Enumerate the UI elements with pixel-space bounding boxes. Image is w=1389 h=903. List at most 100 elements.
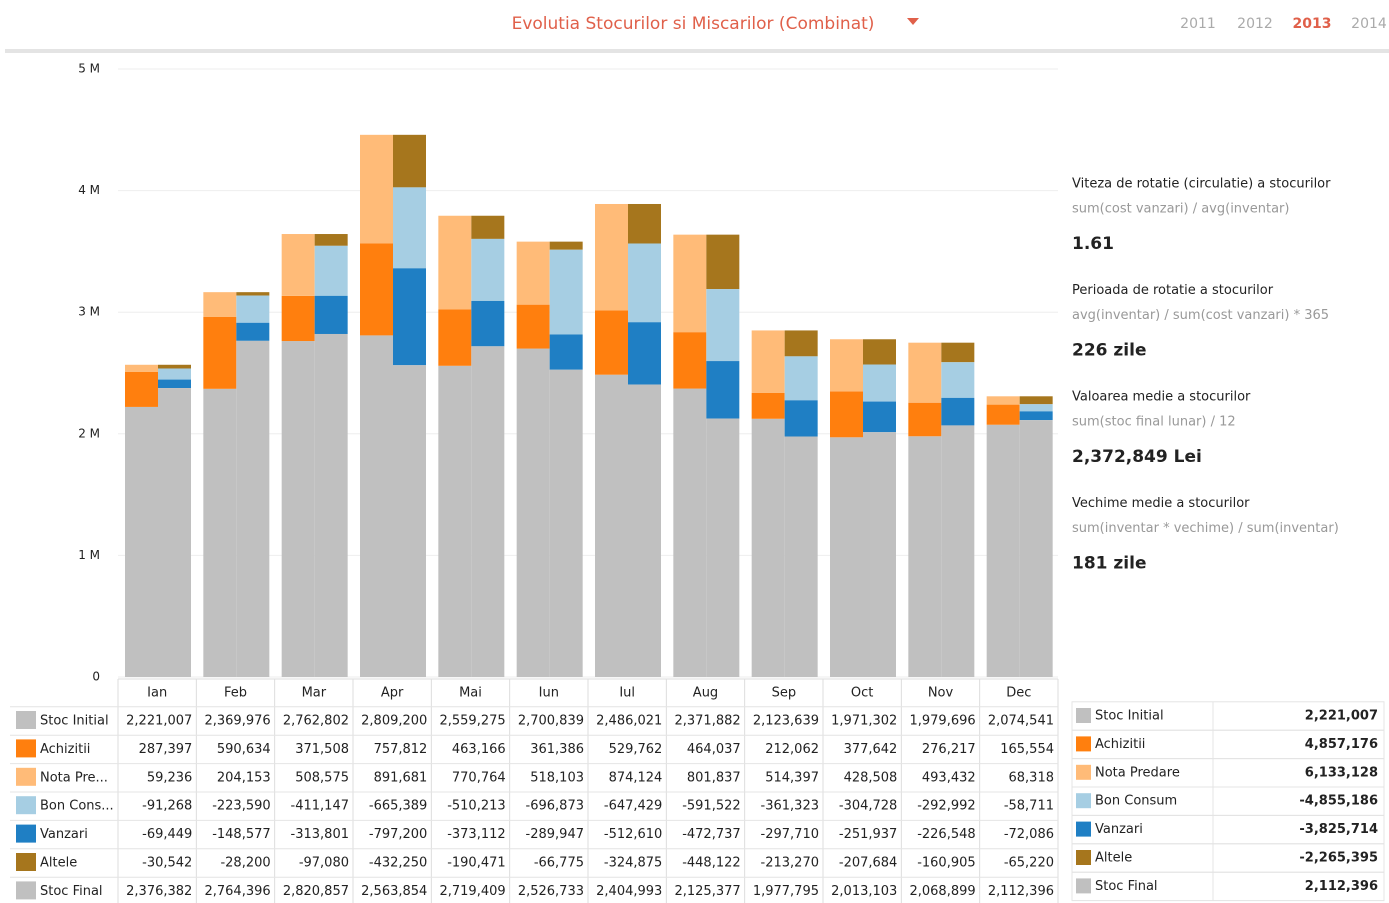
bar-segment [314, 245, 348, 296]
bar-segment [863, 339, 896, 365]
y-tick-label: 1 M [78, 548, 100, 562]
table-cell: -65,220 [1004, 856, 1054, 871]
table-cell: 2,074,541 [988, 714, 1054, 729]
summary-name: Altele [1095, 851, 1132, 866]
legend-swatch [1076, 878, 1091, 894]
legend-swatch [16, 853, 36, 871]
table-cell: -91,268 [142, 799, 192, 814]
year-option[interactable]: 2014 [1351, 16, 1387, 32]
kpi-title: Vechime medie a stocurilor [1072, 496, 1250, 511]
legend-swatch [16, 824, 36, 843]
table-cell: 2,559,275 [439, 714, 505, 729]
table-cell: 2,700,839 [518, 714, 584, 729]
bar-segment [236, 292, 270, 296]
row-label: Nota Pre... [40, 770, 108, 785]
table-cell: 2,820,857 [283, 884, 349, 899]
legend-swatch [16, 711, 36, 729]
table-cell: 2,125,377 [674, 884, 740, 899]
bar-segment [941, 342, 975, 363]
y-tick-label: 2 M [78, 426, 100, 440]
summary-value: -4,855,186 [1299, 794, 1378, 809]
table-cell: -72,086 [1004, 827, 1054, 842]
table-cell: -30,542 [142, 856, 192, 871]
legend-swatch [1076, 736, 1091, 752]
table-cell: 2,013,103 [831, 884, 897, 899]
bar-segment [863, 432, 896, 677]
y-tick-label: 4 M [78, 183, 100, 197]
bar-segment [1019, 420, 1053, 677]
kpi-value: 181 zile [1072, 554, 1146, 574]
table-cell: -160,905 [917, 856, 975, 871]
bar-segment [549, 241, 583, 250]
table-cell: -304,728 [839, 799, 897, 814]
table-cell: -66,775 [534, 856, 584, 871]
table-cell: 2,563,854 [361, 884, 427, 899]
bar-segment [471, 238, 505, 301]
bar-segment [830, 437, 863, 677]
table-cell: -207,684 [839, 856, 897, 871]
kpi-formula: sum(inventar * vechime) / sum(inventar) [1072, 521, 1339, 536]
x-tick-label: Dec [1006, 686, 1031, 701]
bar-segment [158, 388, 191, 677]
kpi-formula: sum(cost vanzari) / avg(inventar) [1072, 202, 1289, 217]
summary-value: 2,112,396 [1305, 879, 1378, 894]
bar-segment [125, 371, 158, 407]
table-cell: -373,112 [447, 827, 505, 842]
bar-segment [360, 243, 393, 336]
table-cell: 2,526,733 [518, 884, 584, 899]
table-cell: -797,200 [369, 827, 427, 842]
row-label: Achizitii [40, 742, 90, 757]
x-tick-label: Iul [619, 686, 635, 701]
table-cell: 371,508 [295, 742, 349, 757]
table-cell: 757,812 [374, 742, 428, 757]
year-option[interactable]: 2012 [1237, 16, 1273, 32]
kpi-title: Valoarea medie a stocurilor [1072, 390, 1251, 405]
table-cell: 518,103 [530, 770, 584, 785]
summary-name: Achizitii [1095, 737, 1145, 752]
year-option[interactable]: 2011 [1180, 16, 1216, 32]
table-cell: 428,508 [844, 770, 898, 785]
table-cell: 2,404,993 [596, 884, 662, 899]
dropdown-arrow[interactable] [907, 18, 919, 25]
table-cell: -591,522 [682, 799, 740, 814]
table-cell: 891,681 [374, 770, 428, 785]
x-tick-label: Ian [147, 686, 167, 701]
kpi-value: 226 zile [1072, 341, 1146, 361]
bar-segment [158, 364, 191, 369]
table-cell: 212,062 [765, 742, 819, 757]
kpi-formula: sum(stoc final lunar) / 12 [1072, 415, 1236, 430]
bar-segment [236, 322, 270, 341]
bar-segment [281, 234, 315, 296]
bar-segment [393, 187, 426, 269]
table-cell: 287,397 [139, 742, 193, 757]
bar-segment [471, 346, 505, 677]
table-cell: -292,992 [917, 799, 975, 814]
bar-segment [706, 234, 740, 290]
table-cell: 276,217 [922, 742, 976, 757]
table-cell: 2,762,802 [283, 714, 349, 729]
table-cell: -148,577 [212, 827, 270, 842]
bar-segment [628, 203, 661, 244]
x-tick-label: Mar [302, 686, 327, 701]
table-cell: 464,037 [687, 742, 741, 757]
table-cell: -97,080 [299, 856, 349, 871]
bar-segment [908, 342, 942, 403]
year-option[interactable]: 2013 [1293, 16, 1332, 32]
table-cell: 529,762 [609, 742, 663, 757]
bar-segment [628, 322, 661, 385]
row-label: Altele [40, 856, 77, 871]
bar-segment [706, 361, 740, 419]
x-tick-label: Mai [459, 686, 482, 701]
bar-segment [393, 365, 426, 677]
x-tick-label: Nov [928, 686, 954, 701]
bar-segment [941, 425, 975, 677]
table-cell: -223,590 [212, 799, 270, 814]
table-cell: 801,837 [687, 770, 741, 785]
bar-segment [595, 203, 628, 311]
summary-value: -3,825,714 [1299, 822, 1378, 837]
bar-segment [1019, 404, 1053, 412]
table-cell: -696,873 [526, 799, 584, 814]
table-cell: -297,710 [761, 827, 819, 842]
table-cell: 590,634 [217, 742, 271, 757]
